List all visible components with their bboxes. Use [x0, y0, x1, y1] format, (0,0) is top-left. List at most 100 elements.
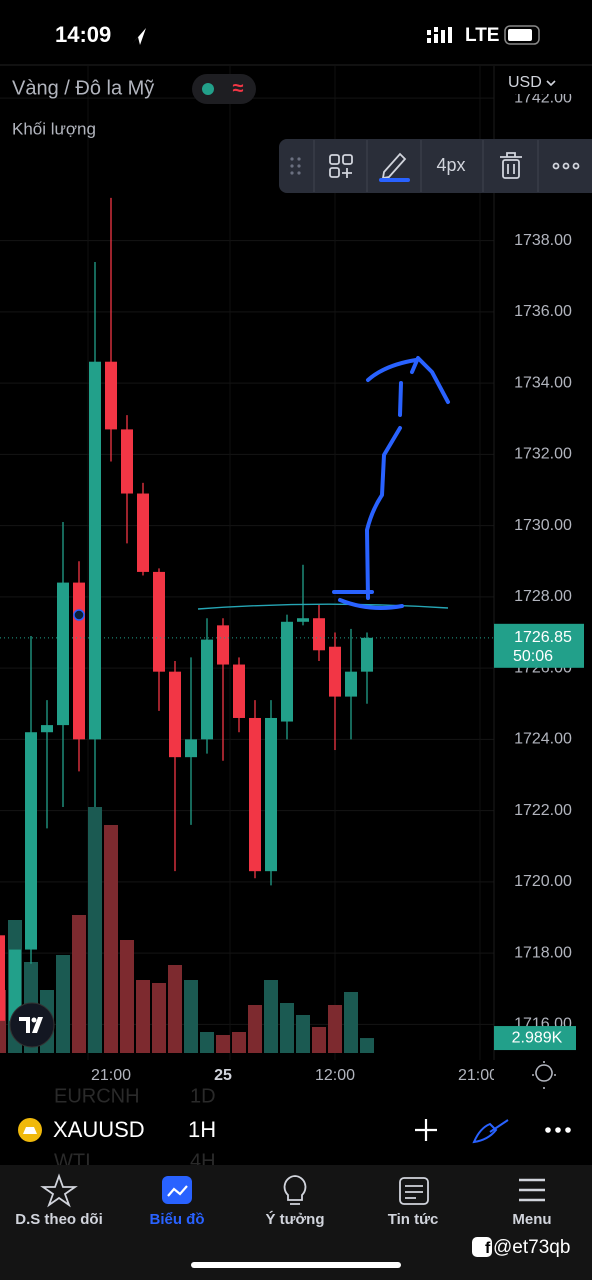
volume-bar — [168, 965, 182, 1053]
battery — [504, 25, 540, 45]
candle-body — [0, 935, 5, 1021]
x-tick-label: 21:00 — [458, 1067, 498, 1084]
x-label-clip — [494, 1062, 522, 1090]
currency-bg — [500, 70, 592, 94]
y-tick-label: 1722.00 — [514, 802, 572, 819]
home-indicator — [191, 1262, 401, 1268]
menu-icon[interactable] — [519, 1178, 545, 1202]
add-button[interactable] — [415, 1119, 437, 1141]
drag-handle[interactable] — [290, 157, 301, 175]
candle-body — [185, 739, 197, 758]
tab-label[interactable]: D.S theo dõi — [15, 1211, 103, 1228]
volume-bar — [120, 940, 134, 1053]
trend-line — [197, 603, 449, 610]
x-tick-label: 25 — [214, 1067, 232, 1084]
templates-button[interactable] — [329, 154, 353, 178]
price-label: 1726.85 — [514, 629, 572, 646]
currency[interactable]: USD — [508, 74, 542, 91]
signal-icon — [427, 27, 452, 43]
facebook-f: f — [485, 1240, 491, 1257]
ideas-icon[interactable] — [283, 1175, 307, 1205]
symbol[interactable]: XAUUSD — [53, 1117, 145, 1142]
candle-body — [249, 717, 261, 872]
candle-body — [361, 637, 373, 672]
gold-bars — [23, 1127, 37, 1134]
crosshair-dot — [73, 609, 85, 621]
battery-level — [508, 29, 532, 41]
tab-bar — [0, 1165, 592, 1280]
drawing-tools-button[interactable] — [472, 1119, 509, 1144]
hand-drawing — [332, 356, 450, 610]
volume-bar — [184, 980, 198, 1053]
candle-body — [281, 621, 293, 722]
candle-body — [297, 618, 309, 622]
volume-bar — [216, 1035, 230, 1053]
candle-body — [217, 625, 229, 665]
indicator-label[interactable]: Khối lượng — [12, 119, 96, 138]
volume-bar — [344, 992, 358, 1053]
candle-body — [201, 639, 213, 740]
volume-label-bg — [494, 1026, 576, 1051]
volume-bar — [264, 980, 278, 1053]
x-tick-label: 12:00 — [315, 1067, 355, 1084]
y-tick-label: 1736.00 — [514, 303, 572, 320]
volume-bar — [248, 1005, 262, 1053]
delete-button[interactable] — [500, 152, 522, 179]
candle-body — [265, 717, 277, 872]
y-tick-label: 1724.00 — [514, 731, 572, 748]
interval[interactable]: 1H — [188, 1117, 216, 1142]
chart-icon-line — [167, 1185, 188, 1197]
tab-label[interactable]: Menu — [512, 1211, 551, 1228]
logo-dot — [31, 1017, 37, 1023]
tab-label[interactable]: Tin tức — [388, 1211, 439, 1228]
logo[interactable] — [9, 1002, 55, 1048]
volume-bar — [104, 825, 118, 1053]
watermark: @et73qb — [493, 1237, 570, 1258]
candle-body — [57, 582, 69, 726]
facebook-icon — [472, 1237, 492, 1257]
candle-body — [329, 646, 341, 697]
settings-button[interactable] — [532, 1061, 556, 1089]
tab-label[interactable]: Biểu đồ — [150, 1211, 205, 1228]
candle-body — [233, 664, 245, 718]
candle-body — [73, 582, 85, 740]
ghost-symbol: EURCNH — [54, 1085, 140, 1107]
network: LTE — [465, 25, 499, 46]
watchlist-icon[interactable] — [40, 1173, 78, 1208]
more-menu[interactable] — [545, 1127, 571, 1133]
y-tick-label: 1728.00 — [514, 588, 572, 605]
candle-body — [89, 361, 101, 740]
volume-bar — [88, 807, 102, 1053]
chart-tab-icon[interactable] — [162, 1176, 192, 1204]
tab-label[interactable]: Ý tưởng — [265, 1210, 324, 1228]
y-tick-label: 1720.00 — [514, 873, 572, 890]
candle-body — [137, 493, 149, 572]
candle-body — [169, 671, 181, 758]
volume-bar — [152, 983, 166, 1053]
symbol-title[interactable]: Vàng / Đô la Mỹ — [12, 77, 154, 99]
status-pill[interactable] — [192, 74, 256, 104]
currency-chevron — [546, 80, 556, 87]
volume-label: 2.989K — [512, 1029, 563, 1046]
price-label-bg — [494, 623, 584, 668]
x-tick-label: 21:00 — [91, 1067, 131, 1084]
volume-bar — [72, 915, 86, 1053]
y-tick-label: 1734.00 — [514, 374, 572, 391]
volume-bar — [0, 990, 6, 1053]
width-button[interactable]: 4px — [436, 155, 465, 175]
volume-bar — [280, 1003, 294, 1053]
y-tick-label: 1738.00 — [514, 232, 572, 249]
volume-bar — [328, 1005, 342, 1053]
volume-bar — [312, 1027, 326, 1053]
y-tick-label: 1730.00 — [514, 517, 572, 534]
volume-bar — [56, 955, 70, 1053]
news-lines — [405, 1185, 423, 1199]
y-tick-label: 1732.00 — [514, 446, 572, 463]
ghost-interval: 1D — [190, 1085, 216, 1107]
news-icon[interactable] — [399, 1177, 429, 1205]
volume-bar — [360, 1038, 374, 1053]
candle-body — [313, 618, 325, 651]
more-button[interactable] — [552, 162, 580, 170]
color-button[interactable] — [381, 152, 407, 180]
